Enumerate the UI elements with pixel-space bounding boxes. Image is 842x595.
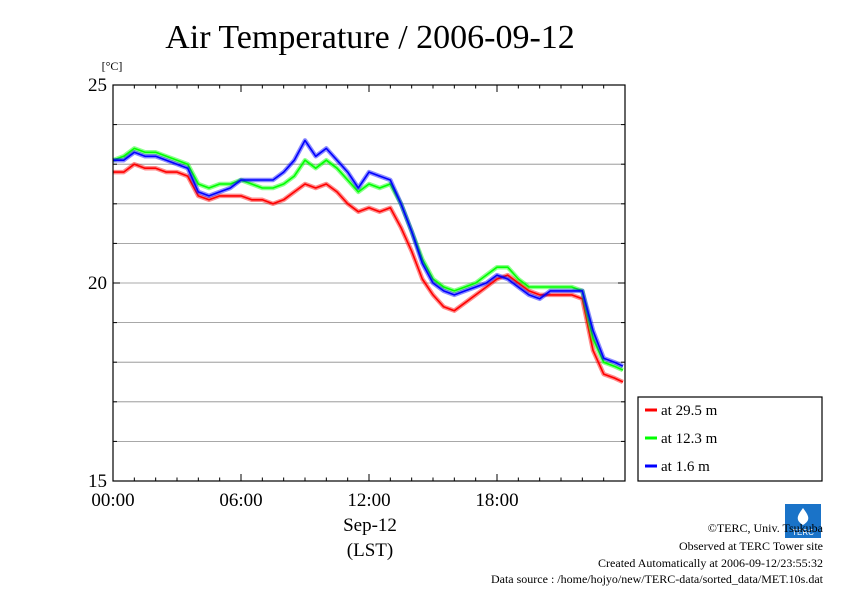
series-group [112, 138, 624, 385]
y-tick-label: 25 [88, 75, 107, 96]
series-line [112, 147, 624, 371]
data-source-text: Data source : /home/hojyo/new/TERC-data/… [491, 572, 824, 586]
water-drop-icon [797, 508, 809, 525]
x-tick-label: 12:00 [347, 490, 390, 511]
axis-ticks: 15 20 25 00:00 06:00 12:00 18:00 [88, 75, 626, 511]
legend: at 29.5 m at 12.3 m at 1.6 m [637, 396, 823, 482]
grid-lines [113, 124, 625, 442]
x-tick-label: 06:00 [219, 490, 262, 511]
legend-label: at 12.3 m [661, 431, 718, 447]
created-timestamp-text: Created Automatically at 2006-09-12/23:5… [598, 556, 823, 570]
y-unit-label: [°C] [102, 59, 123, 73]
legend-box [637, 396, 823, 482]
copyright-text: ©TERC, Univ. Tsukuba [708, 521, 824, 535]
chart-title: Air Temperature / 2006-09-12 [165, 19, 575, 56]
series-line [113, 139, 624, 367]
y-tick-label: 15 [88, 471, 107, 492]
series-line-halo [113, 161, 624, 385]
legend-label: at 1.6 m [661, 459, 710, 475]
terc-logo: TERC [785, 504, 821, 538]
x-axis-timezone-label: (LST) [347, 540, 393, 561]
x-tick-label: 18:00 [475, 490, 518, 511]
x-axis-date-label: Sep-12 [343, 515, 397, 536]
x-tick-label: 00:00 [91, 490, 134, 511]
legend-label: at 29.5 m [661, 403, 718, 419]
terc-logo-text: TERC [792, 528, 814, 537]
y-tick-label: 20 [88, 273, 107, 294]
series-line [113, 163, 624, 383]
observation-site-text: Observed at TERC Tower site [679, 539, 823, 553]
